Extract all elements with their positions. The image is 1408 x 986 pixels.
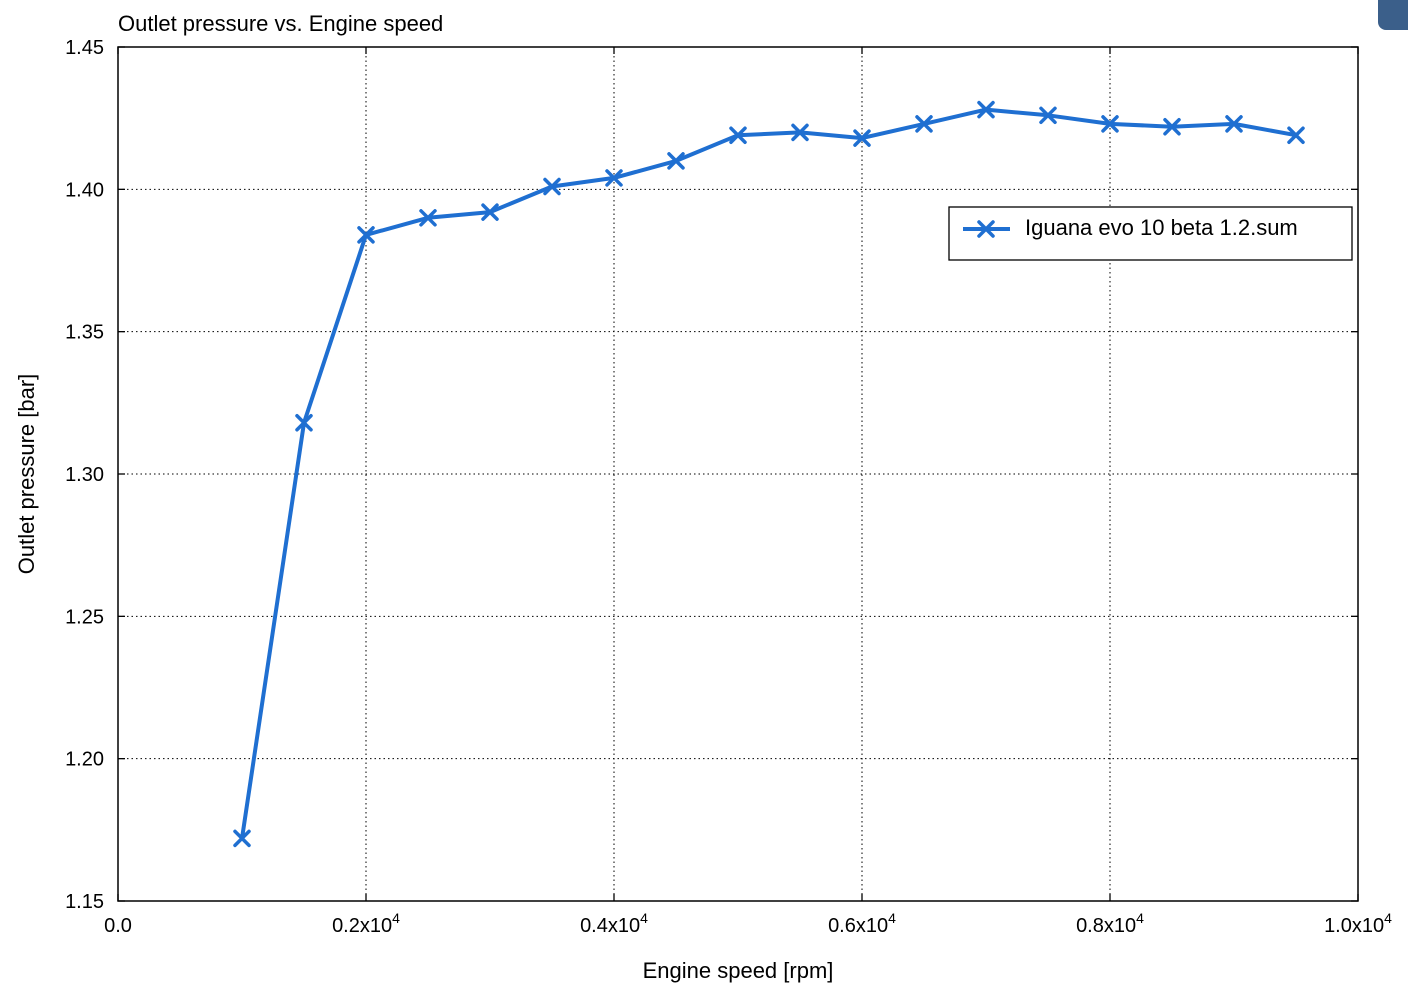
data-point-marker	[1225, 115, 1243, 133]
x-tick-label: 0.4x104	[580, 910, 648, 937]
data-point-marker	[1101, 115, 1119, 133]
data-point-marker	[605, 169, 623, 187]
y-tick-label: 1.25	[65, 606, 104, 628]
x-tick-label: 0.6x104	[828, 910, 896, 937]
data-point-marker	[1163, 117, 1181, 136]
x-tick-label: 0.2x104	[332, 910, 400, 937]
chart-title: Outlet pressure vs. Engine speed	[118, 11, 443, 36]
y-tick-label: 1.35	[65, 322, 104, 344]
axis-ticks: 1.15 1.20 1.25 1.30 1.35 1.40 1.45 0.0 0.2x104 0.…	[65, 37, 1392, 937]
legend-marker-sample	[977, 220, 995, 238]
data-point-marker	[295, 414, 313, 432]
x-axis-title: Engine speed [rpm]	[643, 958, 834, 983]
data-point-marker	[667, 152, 685, 170]
legend: Iguana evo 10 beta 1.2.sum	[948, 206, 1353, 261]
x-tick-label: 0.0	[104, 915, 132, 937]
data-point-marker	[853, 129, 871, 147]
data-point-marker	[543, 177, 561, 196]
y-tick-label: 1.20	[65, 749, 104, 771]
data-point-marker	[977, 100, 995, 119]
legend-label: Iguana evo 10 beta 1.2.sum	[1025, 215, 1298, 240]
data-point-marker	[233, 829, 251, 848]
data-point-marker	[729, 126, 747, 144]
data-point-marker	[1287, 126, 1305, 144]
window-corner-tab[interactable]	[1378, 0, 1408, 30]
y-tick-label: 1.30	[65, 464, 104, 486]
x-tick-label: 1.0x104	[1324, 910, 1392, 937]
data-point-marker	[419, 209, 437, 227]
data-point-marker	[791, 123, 809, 142]
y-axis-title: Outlet pressure [bar]	[14, 374, 39, 575]
series-line	[240, 107, 1297, 839]
data-point-marker	[357, 226, 375, 244]
y-tick-label: 1.40	[65, 179, 104, 201]
legend-x-marker	[977, 220, 995, 238]
data-point-marker	[1039, 106, 1057, 125]
legend-box	[948, 206, 1353, 261]
grid	[118, 47, 1358, 901]
series-layer	[233, 100, 1305, 848]
y-tick-label: 1.15	[65, 891, 104, 913]
y-tick-label: 1.45	[65, 37, 104, 59]
x-tick-label: 0.8x104	[1076, 910, 1144, 937]
data-point-marker	[481, 203, 499, 221]
data-point-marker	[915, 115, 933, 133]
